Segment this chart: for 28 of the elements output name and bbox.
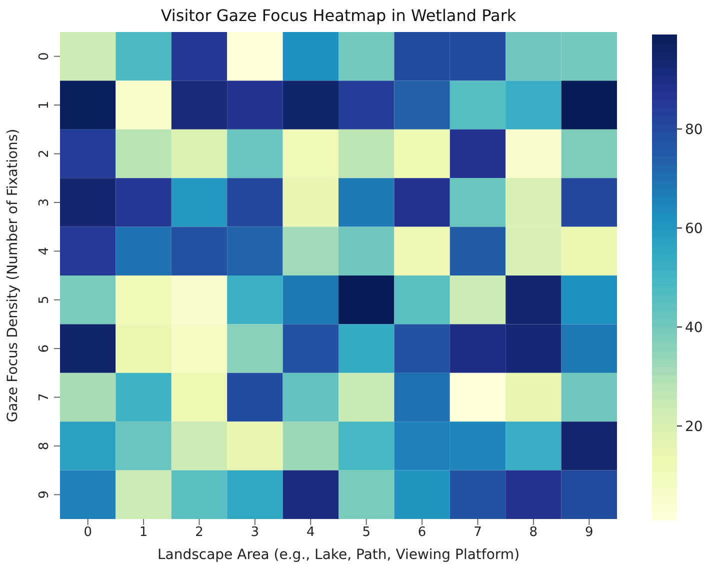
y-tick-label: 3: [37, 198, 52, 207]
x-tick-label: 6: [418, 525, 426, 540]
x-tick-label: 2: [195, 525, 204, 540]
x-tick-label: 9: [585, 525, 594, 540]
x-tick-label: 4: [306, 525, 315, 540]
y-tick-label: 9: [37, 490, 52, 499]
y-tick-label: 0: [37, 52, 52, 60]
x-tick-label: 7: [474, 525, 482, 540]
y-tick-label: 1: [37, 100, 52, 110]
y-tick-label: 6: [37, 344, 52, 353]
y-tick-label: 2: [37, 150, 52, 158]
colorbar: 20 40 60 80: [632, 0, 712, 567]
x-tick-label: 3: [250, 525, 260, 540]
color-bar-label: 40: [685, 320, 703, 336]
x-tick-label: 8: [529, 525, 538, 540]
y-tick-label: 5: [37, 296, 52, 304]
y-tick-label: 8: [37, 442, 52, 450]
y-tick-label: 7: [37, 393, 52, 402]
y-tick-label: 4: [37, 247, 52, 256]
x-tick-label: 0: [84, 525, 92, 540]
y-axis-title: Gaze Focus Density (Number of Fixations): [4, 128, 21, 422]
x-axis-title: Landscape Area (e.g., Lake, Path, Viewing Platform): [157, 547, 520, 563]
color-bar-label: 80: [685, 122, 703, 138]
chart-title: Visitor Gaze Focus Heatmap in Wetland Park: [160, 6, 518, 25]
color-bar-label: 60: [685, 221, 703, 238]
color-bar-label: 20: [685, 418, 703, 435]
x-tick-label: 5: [362, 525, 370, 540]
x-tick-label: 1: [139, 525, 148, 540]
